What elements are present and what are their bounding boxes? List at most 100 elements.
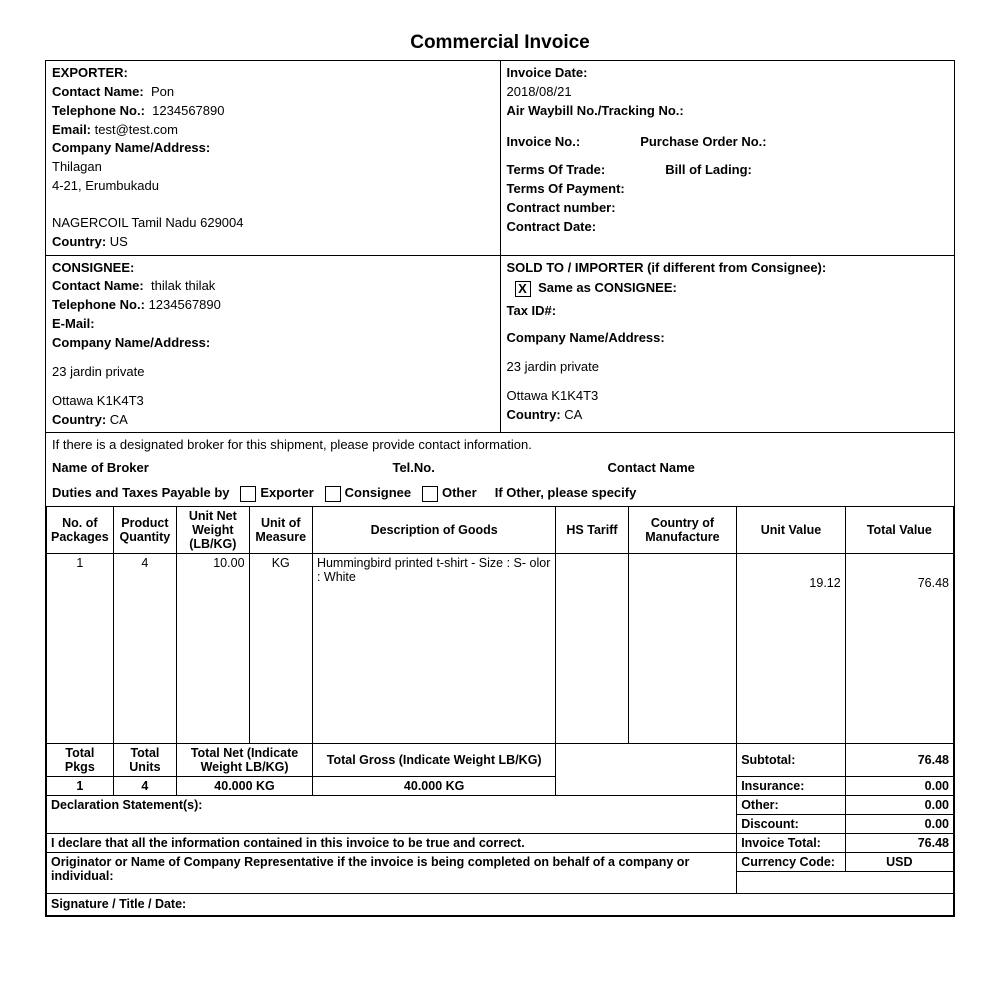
exp-addr3: NAGERCOIL Tamil Nadu 629004 (52, 214, 494, 233)
cell-pkgs: 1 (47, 553, 114, 743)
soldto-addr2: Ottawa K1K4T3 (507, 387, 949, 406)
soldto-country: CA (564, 407, 582, 422)
hdr-tval: Total Value (845, 506, 953, 553)
tgross-label: Total Gross (Indicate Weight LB/KG) (312, 743, 555, 776)
con-addr1: 23 jardin private (52, 363, 494, 382)
con-country: CA (110, 412, 128, 427)
broker-name-label: Name of Broker (52, 459, 392, 478)
hdr-desc: Description of Goods (312, 506, 555, 553)
duties-other-note: If Other, please specify (495, 485, 637, 500)
cell-uval: 19.12 (737, 553, 846, 743)
inv-awb-label: Air Waybill No./Tracking No.: (507, 102, 949, 121)
broker-block: If there is a designated broker for this… (46, 433, 954, 506)
currency-label: Currency Code: (737, 852, 846, 871)
soldto-label: SOLD TO / IMPORTER (if different from Co… (507, 259, 949, 278)
exporter-label: EXPORTER: (52, 65, 128, 80)
totals-value-row: 1 4 40.000 KG 40.000 KG Insurance: 0.00 (47, 776, 954, 795)
invtotal-label: Invoice Total: (737, 833, 846, 852)
inv-po-label: Purchase Order No.: (640, 133, 766, 152)
cell-qty: 4 (113, 553, 176, 743)
tax-label: Tax ID#: (507, 302, 949, 321)
exp-email-label: Email: (52, 122, 91, 137)
broker-info: If there is a designated broker for this… (52, 436, 948, 455)
con-contact: thilak thilak (151, 278, 215, 293)
hdr-com: Country of Manufacture (628, 506, 737, 553)
tunits: 4 (113, 776, 176, 795)
discount: 0.00 (845, 814, 953, 833)
decl-label: Declaration Statement(s): (47, 795, 737, 833)
cell-desc: Hummingbird printed t-shirt - Size : S- … (312, 553, 555, 743)
inv-date: 2018/08/21 (507, 83, 949, 102)
con-addr-label: Company Name/Address: (52, 334, 494, 353)
hdr-uval: Unit Value (737, 506, 846, 553)
cell-tval: 76.48 (845, 553, 953, 743)
totals-header-row: Total Pkgs Total Units Total Net (Indica… (47, 743, 954, 776)
exp-addr1: Thilagan (52, 158, 494, 177)
signature-label: Signature / Title / Date: (47, 893, 954, 915)
inv-trade-label: Terms Of Trade: (507, 161, 606, 180)
exp-contact-label: Contact Name: (52, 84, 144, 99)
inv-pay-label: Terms Of Payment: (507, 180, 949, 199)
tnet-label: Total Net (Indicate Weight LB/KG) (177, 743, 313, 776)
con-tel: 1234567890 (149, 297, 221, 312)
tnet: 40.000 KG (177, 776, 313, 795)
inv-cdate-label: Contract Date: (507, 218, 949, 237)
tpkgs-label: Total Pkgs (47, 743, 114, 776)
exp-addr-label: Company Name/Address: (52, 139, 494, 158)
other-label: Other: (737, 795, 846, 814)
subtotal-label: Subtotal: (737, 743, 846, 776)
exp-country: US (110, 234, 128, 249)
items-data-row: 1 4 10.00 KG Hummingbird printed t-shirt… (47, 553, 954, 743)
hdr-uom: Unit of Measure (249, 506, 312, 553)
broker-tel-label: Tel.No. (392, 459, 607, 478)
same-label: Same as CONSIGNEE: (538, 280, 677, 295)
consignee-block: CONSIGNEE: Contact Name: thilak thilak T… (46, 256, 500, 433)
soldto-block: SOLD TO / IMPORTER (if different from Co… (500, 256, 955, 433)
exp-tel-label: Telephone No.: (52, 103, 145, 118)
tunits-label: Total Units (113, 743, 176, 776)
exp-tel: 1234567890 (152, 103, 224, 118)
invoice-box: EXPORTER: Contact Name: Pon Telephone No… (45, 60, 955, 917)
decl-text: I declare that all the information conta… (47, 833, 737, 852)
inv-contract-label: Contract number: (507, 199, 949, 218)
tgross: 40.000 KG (312, 776, 555, 795)
con-label: CONSIGNEE: (52, 259, 494, 278)
hdr-unitwt: Unit Net Weight (LB/KG) (177, 506, 249, 553)
cell-unitwt: 10.00 (177, 553, 249, 743)
duties-consignee-checkbox[interactable] (325, 486, 341, 502)
duties-other: Other (442, 485, 477, 500)
invtotal: 76.48 (845, 833, 953, 852)
duties-exporter-checkbox[interactable] (240, 486, 256, 502)
con-contact-label: Contact Name: (52, 278, 144, 293)
broker-contact-label: Contact Name (608, 459, 695, 478)
items-table: No. of Packages Product Quantity Unit Ne… (46, 506, 954, 916)
con-email-label: E-Mail: (52, 315, 494, 334)
items-header-row: No. of Packages Product Quantity Unit Ne… (47, 506, 954, 553)
same-checkbox[interactable]: X (515, 281, 531, 297)
exporter-block: EXPORTER: Contact Name: Pon Telephone No… (46, 61, 500, 255)
currency: USD (845, 852, 953, 871)
insurance: 0.00 (845, 776, 953, 795)
duties-consignee: Consignee (345, 485, 411, 500)
exp-contact: Pon (151, 84, 174, 99)
cell-uom: KG (249, 553, 312, 743)
cell-com (628, 553, 737, 743)
con-country-label: Country: (52, 412, 106, 427)
exp-country-label: Country: (52, 234, 106, 249)
invoice-header-block: Invoice Date: 2018/08/21 Air Waybill No.… (500, 61, 955, 255)
discount-label: Discount: (737, 814, 846, 833)
inv-bol-label: Bill of Lading: (665, 161, 752, 180)
duties-other-checkbox[interactable] (422, 486, 438, 502)
con-tel-label: Telephone No.: (52, 297, 145, 312)
soldto-addr-label: Company Name/Address: (507, 329, 949, 348)
cell-hs (556, 553, 628, 743)
page-title: Commercial Invoice (45, 32, 955, 54)
soldto-country-label: Country: (507, 407, 561, 422)
exp-email: test@test.com (95, 122, 178, 137)
inv-date-label: Invoice Date: (507, 64, 949, 83)
other-val: 0.00 (845, 795, 953, 814)
duties-label: Duties and Taxes Payable by (52, 485, 230, 500)
hdr-qty: Product Quantity (113, 506, 176, 553)
soldto-addr1: 23 jardin private (507, 358, 949, 377)
orig-text: Originator or Name of Company Representa… (47, 852, 737, 893)
